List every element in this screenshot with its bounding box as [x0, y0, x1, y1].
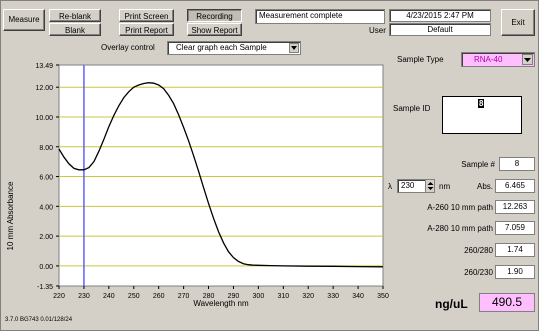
- user-value: Default: [427, 25, 453, 34]
- datetime-text: 4/23/2015 2:47 PM: [406, 11, 474, 20]
- x-tick-label: 350: [377, 293, 389, 300]
- x-tick-label: 270: [178, 293, 190, 300]
- recording-button[interactable]: Recording: [187, 9, 242, 22]
- dropdown-arrow-icon[interactable]: [522, 54, 533, 65]
- x-tick-label: 300: [253, 293, 265, 300]
- concentration-value: 490.5: [479, 293, 535, 312]
- print-report-button[interactable]: Print Report: [119, 23, 174, 36]
- x-tick-label: 240: [103, 293, 115, 300]
- overlay-selected-text: Clear graph each Sample: [176, 43, 267, 52]
- x-tick-label: 330: [327, 293, 339, 300]
- print-screen-button[interactable]: Print Screen: [119, 9, 174, 22]
- measure-button[interactable]: Measure: [3, 9, 45, 31]
- reblank-button[interactable]: Re-blank: [49, 9, 101, 22]
- lambda-symbol: λ: [388, 182, 392, 191]
- sample-type-value: RNA-40: [474, 55, 503, 64]
- x-tick-label: 250: [128, 293, 140, 300]
- x-tick-label: 340: [352, 293, 364, 300]
- sample-id-label: Sample ID: [393, 104, 431, 113]
- status-field: Measurement complete: [255, 9, 385, 24]
- y-tick-label: 13.49: [35, 63, 53, 70]
- x-tick-label: 290: [228, 293, 240, 300]
- a260-label: A-260 10 mm path: [427, 203, 493, 212]
- x-tick-label: 230: [78, 293, 90, 300]
- lambda-input[interactable]: 230: [397, 179, 435, 193]
- blank-button[interactable]: Blank: [49, 23, 101, 36]
- concentration-unit: ng/uL: [435, 297, 468, 311]
- x-tick-label: 310: [277, 293, 289, 300]
- y-tick-label: 4.00: [39, 204, 53, 211]
- x-tick-label: 320: [302, 293, 314, 300]
- sample-id-field[interactable]: 8: [442, 96, 522, 134]
- sample-type-select[interactable]: RNA-40: [461, 52, 535, 67]
- x-tick-label: 220: [53, 293, 65, 300]
- absorbance-spectrum-line: [58, 82, 384, 268]
- y-tick-label: 2.00: [39, 234, 53, 241]
- abs-value: 6.465: [495, 179, 535, 193]
- exit-button[interactable]: Exit: [501, 9, 535, 36]
- abs-label: Abs.: [476, 182, 493, 191]
- version-text: 3.7.0 BG743 0.01/128/24: [5, 317, 73, 323]
- x-tick-label: 280: [203, 293, 215, 300]
- dropdown-arrow-icon[interactable]: [289, 43, 299, 53]
- x-axis-label: Wavelength nm: [193, 299, 249, 308]
- y-tick-label: 12.00: [35, 85, 53, 92]
- x-tick-label: 260: [153, 293, 165, 300]
- sample-number-field: 8: [499, 157, 535, 171]
- user-field[interactable]: Default: [389, 23, 491, 36]
- sample-id-value: 8: [478, 99, 485, 108]
- y-tick-label: -1.35: [37, 284, 53, 291]
- ratio-260-280-label: 260/280: [464, 246, 493, 255]
- sample-type-label: Sample Type: [397, 55, 444, 64]
- a260-value: 12.263: [495, 200, 535, 214]
- lambda-unit: nm: [439, 182, 451, 191]
- ratio-260-230-value: 1.90: [495, 265, 535, 279]
- sample-number-label: Sample #: [461, 160, 495, 169]
- spinner-icon[interactable]: [425, 180, 434, 192]
- ratio-260-230-label: 260/230: [464, 268, 493, 277]
- y-tick-label: 8.00: [39, 145, 53, 152]
- plot-area: [58, 64, 384, 287]
- lambda-value: 230: [401, 181, 415, 190]
- a280-value: 7.059: [495, 221, 535, 235]
- y-axis-label: 10 mm Absorbance: [6, 181, 15, 250]
- y-tick-label: 6.00: [39, 175, 53, 182]
- y-tick-label: 0.00: [39, 264, 53, 271]
- user-label: User: [369, 26, 386, 35]
- datetime-field: 4/23/2015 2:47 PM: [389, 9, 491, 22]
- overlay-control-select[interactable]: Clear graph each Sample: [167, 41, 301, 55]
- show-report-button[interactable]: Show Report: [187, 23, 242, 36]
- overlay-control-label: Overlay control: [101, 43, 155, 52]
- y-tick-label: 10.00: [35, 115, 53, 122]
- ratio-260-280-value: 1.74: [495, 243, 535, 257]
- a280-label: A-280 10 mm path: [427, 224, 493, 233]
- status-text: Measurement complete: [259, 11, 343, 20]
